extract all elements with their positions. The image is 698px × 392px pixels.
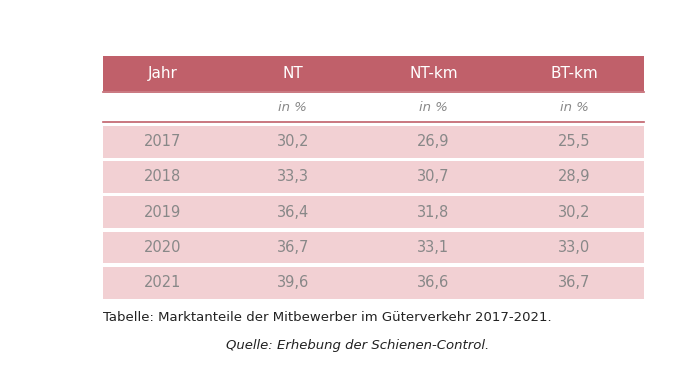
FancyBboxPatch shape [223, 161, 363, 193]
Text: Quelle: Erhebung der Schienen-Control.: Quelle: Erhebung der Schienen-Control. [226, 339, 489, 352]
Text: in %: in % [560, 101, 588, 114]
Text: 2017: 2017 [144, 134, 181, 149]
Text: BT-km: BT-km [550, 66, 598, 81]
FancyBboxPatch shape [103, 56, 223, 91]
FancyBboxPatch shape [363, 267, 504, 299]
Text: 2020: 2020 [144, 240, 181, 255]
FancyBboxPatch shape [223, 126, 363, 158]
FancyBboxPatch shape [363, 196, 504, 228]
FancyBboxPatch shape [103, 126, 223, 158]
FancyBboxPatch shape [103, 196, 223, 228]
Text: 2019: 2019 [144, 205, 181, 220]
FancyBboxPatch shape [363, 232, 504, 263]
Text: 39,6: 39,6 [276, 276, 309, 290]
Text: 36,7: 36,7 [558, 276, 591, 290]
Text: 28,9: 28,9 [558, 169, 591, 185]
FancyBboxPatch shape [223, 267, 363, 299]
FancyBboxPatch shape [504, 56, 644, 91]
FancyBboxPatch shape [363, 161, 504, 193]
Text: Tabelle: Marktanteile der Mitbewerber im Güterverkehr 2017-2021.: Tabelle: Marktanteile der Mitbewerber im… [103, 312, 552, 325]
FancyBboxPatch shape [103, 161, 223, 193]
Text: 2018: 2018 [144, 169, 181, 185]
Text: 33,0: 33,0 [558, 240, 591, 255]
Text: 2021: 2021 [144, 276, 181, 290]
Text: 33,3: 33,3 [277, 169, 309, 185]
FancyBboxPatch shape [223, 56, 363, 91]
Text: Jahr: Jahr [148, 66, 178, 81]
FancyBboxPatch shape [363, 126, 504, 158]
FancyBboxPatch shape [504, 126, 644, 158]
FancyBboxPatch shape [223, 232, 363, 263]
Text: in %: in % [279, 101, 307, 114]
Text: in %: in % [419, 101, 448, 114]
Text: 31,8: 31,8 [417, 205, 450, 220]
Text: 30,7: 30,7 [417, 169, 450, 185]
Text: 36,7: 36,7 [276, 240, 309, 255]
FancyBboxPatch shape [103, 267, 223, 299]
Text: 36,6: 36,6 [417, 276, 450, 290]
FancyBboxPatch shape [504, 267, 644, 299]
Text: NT: NT [283, 66, 303, 81]
FancyBboxPatch shape [504, 161, 644, 193]
Text: 36,4: 36,4 [276, 205, 309, 220]
FancyBboxPatch shape [504, 232, 644, 263]
FancyBboxPatch shape [363, 56, 504, 91]
Text: 26,9: 26,9 [417, 134, 450, 149]
FancyBboxPatch shape [223, 196, 363, 228]
FancyBboxPatch shape [103, 232, 223, 263]
Text: 25,5: 25,5 [558, 134, 591, 149]
Text: 33,1: 33,1 [417, 240, 450, 255]
Text: 30,2: 30,2 [276, 134, 309, 149]
FancyBboxPatch shape [504, 196, 644, 228]
Text: NT-km: NT-km [409, 66, 458, 81]
Text: 30,2: 30,2 [558, 205, 591, 220]
